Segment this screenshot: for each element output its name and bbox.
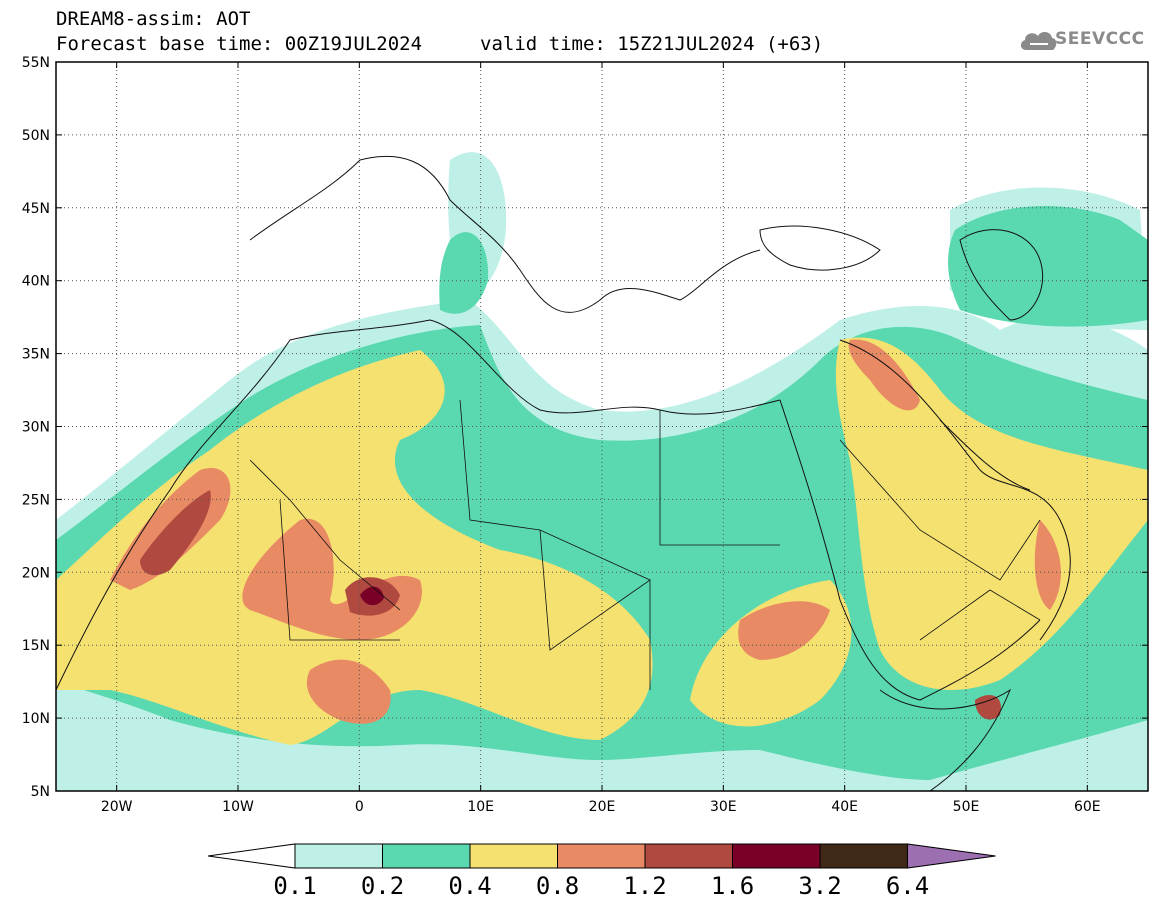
colorbar-segment — [644, 843, 733, 869]
border-algeria-libya — [459, 399, 651, 581]
lat-label: 5N — [31, 784, 50, 800]
colorbar-segment — [294, 843, 383, 869]
colorbar-labels: 0.1 0.2 0.4 0.8 1.2 1.6 3.2 6.4 — [273, 872, 929, 900]
lat-label: 30N — [22, 420, 50, 436]
aot-band-0-2-caspian — [948, 206, 1148, 327]
lon-label: 50E — [953, 799, 980, 815]
lon-label: 20E — [589, 799, 616, 815]
coast-africa-north — [56, 319, 781, 691]
colorbar-level-label: 1.2 — [623, 872, 666, 900]
country-borders — [249, 399, 1041, 690]
lat-label: 25N — [22, 492, 50, 508]
logo-text: SEEVCCC — [1055, 29, 1145, 49]
map-title: DREAM8-assim: AOT — [56, 8, 251, 30]
colorbar-over-triangle — [907, 843, 996, 869]
valid-time-label: valid time: 15Z21JUL2024 (+63) — [480, 33, 824, 55]
colorbar-level-label: 3.2 — [798, 872, 841, 900]
lat-label: 35N — [22, 347, 50, 363]
aot-band-0-8-sudan — [738, 601, 830, 660]
colorbar-under-triangle — [207, 843, 296, 869]
longitude-labels: 20W 10W 0 10E 20E 30E 40E 50E 60E — [101, 799, 1101, 815]
lon-label: 30E — [710, 799, 737, 815]
lat-label: 10N — [22, 711, 50, 727]
lon-label: 20W — [101, 799, 133, 815]
aot-band-0-4 — [56, 350, 653, 745]
lat-label: 50N — [22, 128, 50, 144]
lat-label: 55N — [22, 55, 50, 71]
aot-band-0-8-iraq — [848, 339, 920, 411]
aot-band-0-2-sardinia — [439, 232, 489, 314]
border-libya-egypt — [659, 410, 780, 546]
latitude-labels: 55N 50N 45N 40N 35N 30N 25N 20N 15N 10N 5N — [22, 55, 50, 800]
colorbar-segment — [469, 843, 558, 869]
lat-label: 45N — [22, 201, 50, 217]
coast-horn-africa — [879, 688, 1012, 791]
coast-caspian — [959, 229, 1044, 321]
coastlines — [56, 155, 1071, 791]
colorbar-level-label: 0.4 — [448, 872, 491, 900]
colorbar-level-label: 6.4 — [886, 872, 929, 900]
colorbar-level-label: 0.2 — [361, 872, 404, 900]
border-sahara-1 — [249, 459, 401, 611]
lon-label: 10W — [222, 799, 254, 815]
colorbar — [207, 843, 996, 869]
lat-label: 15N — [22, 638, 50, 654]
border-chad-sudan — [539, 529, 651, 690]
base-time-label: Forecast base time: 00Z19JUL2024 — [56, 33, 423, 55]
graticule — [56, 62, 1148, 791]
border-saudi — [839, 439, 1041, 581]
lat-label: 40N — [22, 274, 50, 290]
coast-red-sea — [779, 399, 1041, 701]
aot-band-0-4-arabia — [835, 337, 1148, 690]
lon-label: 0 — [355, 799, 364, 815]
colorbar-segment — [382, 843, 471, 869]
aot-band-0-8-nigeria — [306, 659, 391, 724]
lon-label: 40E — [831, 799, 858, 815]
aot-band-1-2-somalia — [975, 695, 1001, 720]
colorbar-segment — [557, 843, 646, 869]
colorbar-level-label: 0.8 — [536, 872, 579, 900]
axis-ticks — [56, 61, 1148, 792]
coast-persian-gulf — [939, 419, 1031, 491]
lon-label: 60E — [1074, 799, 1101, 815]
colorbar-level-label: 1.6 — [711, 872, 754, 900]
cloud-logo-icon — [1020, 32, 1057, 50]
colorbar-segment — [819, 843, 908, 869]
coast-arabia — [839, 339, 1071, 641]
coast-black-sea — [759, 225, 881, 271]
coast-europe — [249, 155, 761, 313]
lon-label: 10E — [467, 799, 494, 815]
aot-band-0-8-oman — [1034, 520, 1061, 610]
colorbar-segment — [732, 843, 821, 869]
aot-band-1-2 — [140, 490, 211, 576]
border-yemen — [919, 589, 1041, 641]
colorbar-level-label: 0.1 — [273, 872, 316, 900]
lat-label: 20N — [22, 565, 50, 581]
border-sahara-2 — [279, 499, 400, 641]
